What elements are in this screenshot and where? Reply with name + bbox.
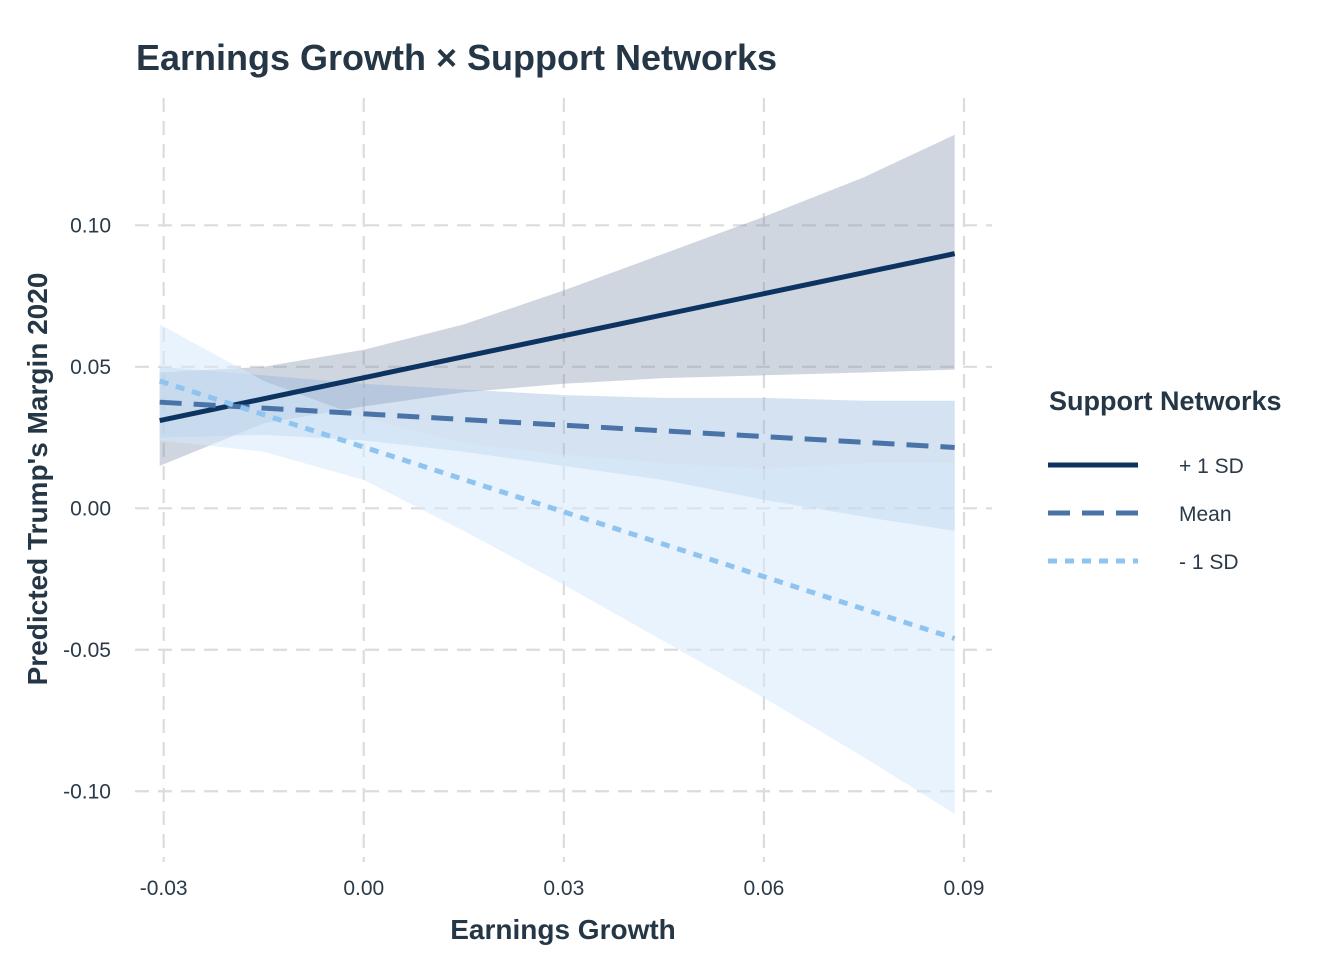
ribbon-plus-1-sd (159, 134, 955, 466)
tick-labels: -0.10 -0.05 0.00 0.05 0.10 -0.03 0.00 0.03 0.06 0… (63, 214, 984, 900)
x-tick-label: 0.03 (543, 877, 584, 900)
legend-title: Support Networks (1049, 386, 1282, 416)
legend-label-minus-1-sd: - 1 SD (1179, 551, 1239, 574)
y-tick-label: 0.05 (70, 356, 111, 379)
line-plus-1-sd (159, 251, 956, 424)
x-tick-label: 0.00 (343, 877, 384, 900)
legend: Support Networks + 1 SD Mean - 1 SD (1048, 386, 1282, 574)
y-tick-label: -0.10 (63, 780, 111, 803)
x-tick-label: -0.03 (140, 877, 188, 900)
legend-label-mean: Mean (1179, 503, 1232, 526)
chart-title: Earnings Growth × Support Networks (136, 37, 777, 78)
y-tick-label: -0.05 (63, 639, 111, 662)
line-mean (159, 399, 955, 450)
y-tick-label: 0.10 (70, 214, 111, 237)
confidence-ribbons (159, 134, 955, 814)
x-axis-title: Earnings Growth (450, 914, 676, 945)
y-axis-title: Predicted Trump's Margin 2020 (22, 273, 53, 686)
y-tick-label: 0.00 (70, 497, 111, 520)
x-tick-label: 0.09 (944, 877, 985, 900)
legend-label-plus-1-sd: + 1 SD (1179, 455, 1244, 478)
x-tick-label: 0.06 (743, 877, 784, 900)
line-minus-1-sd (158, 378, 956, 641)
series-lines (158, 251, 956, 641)
